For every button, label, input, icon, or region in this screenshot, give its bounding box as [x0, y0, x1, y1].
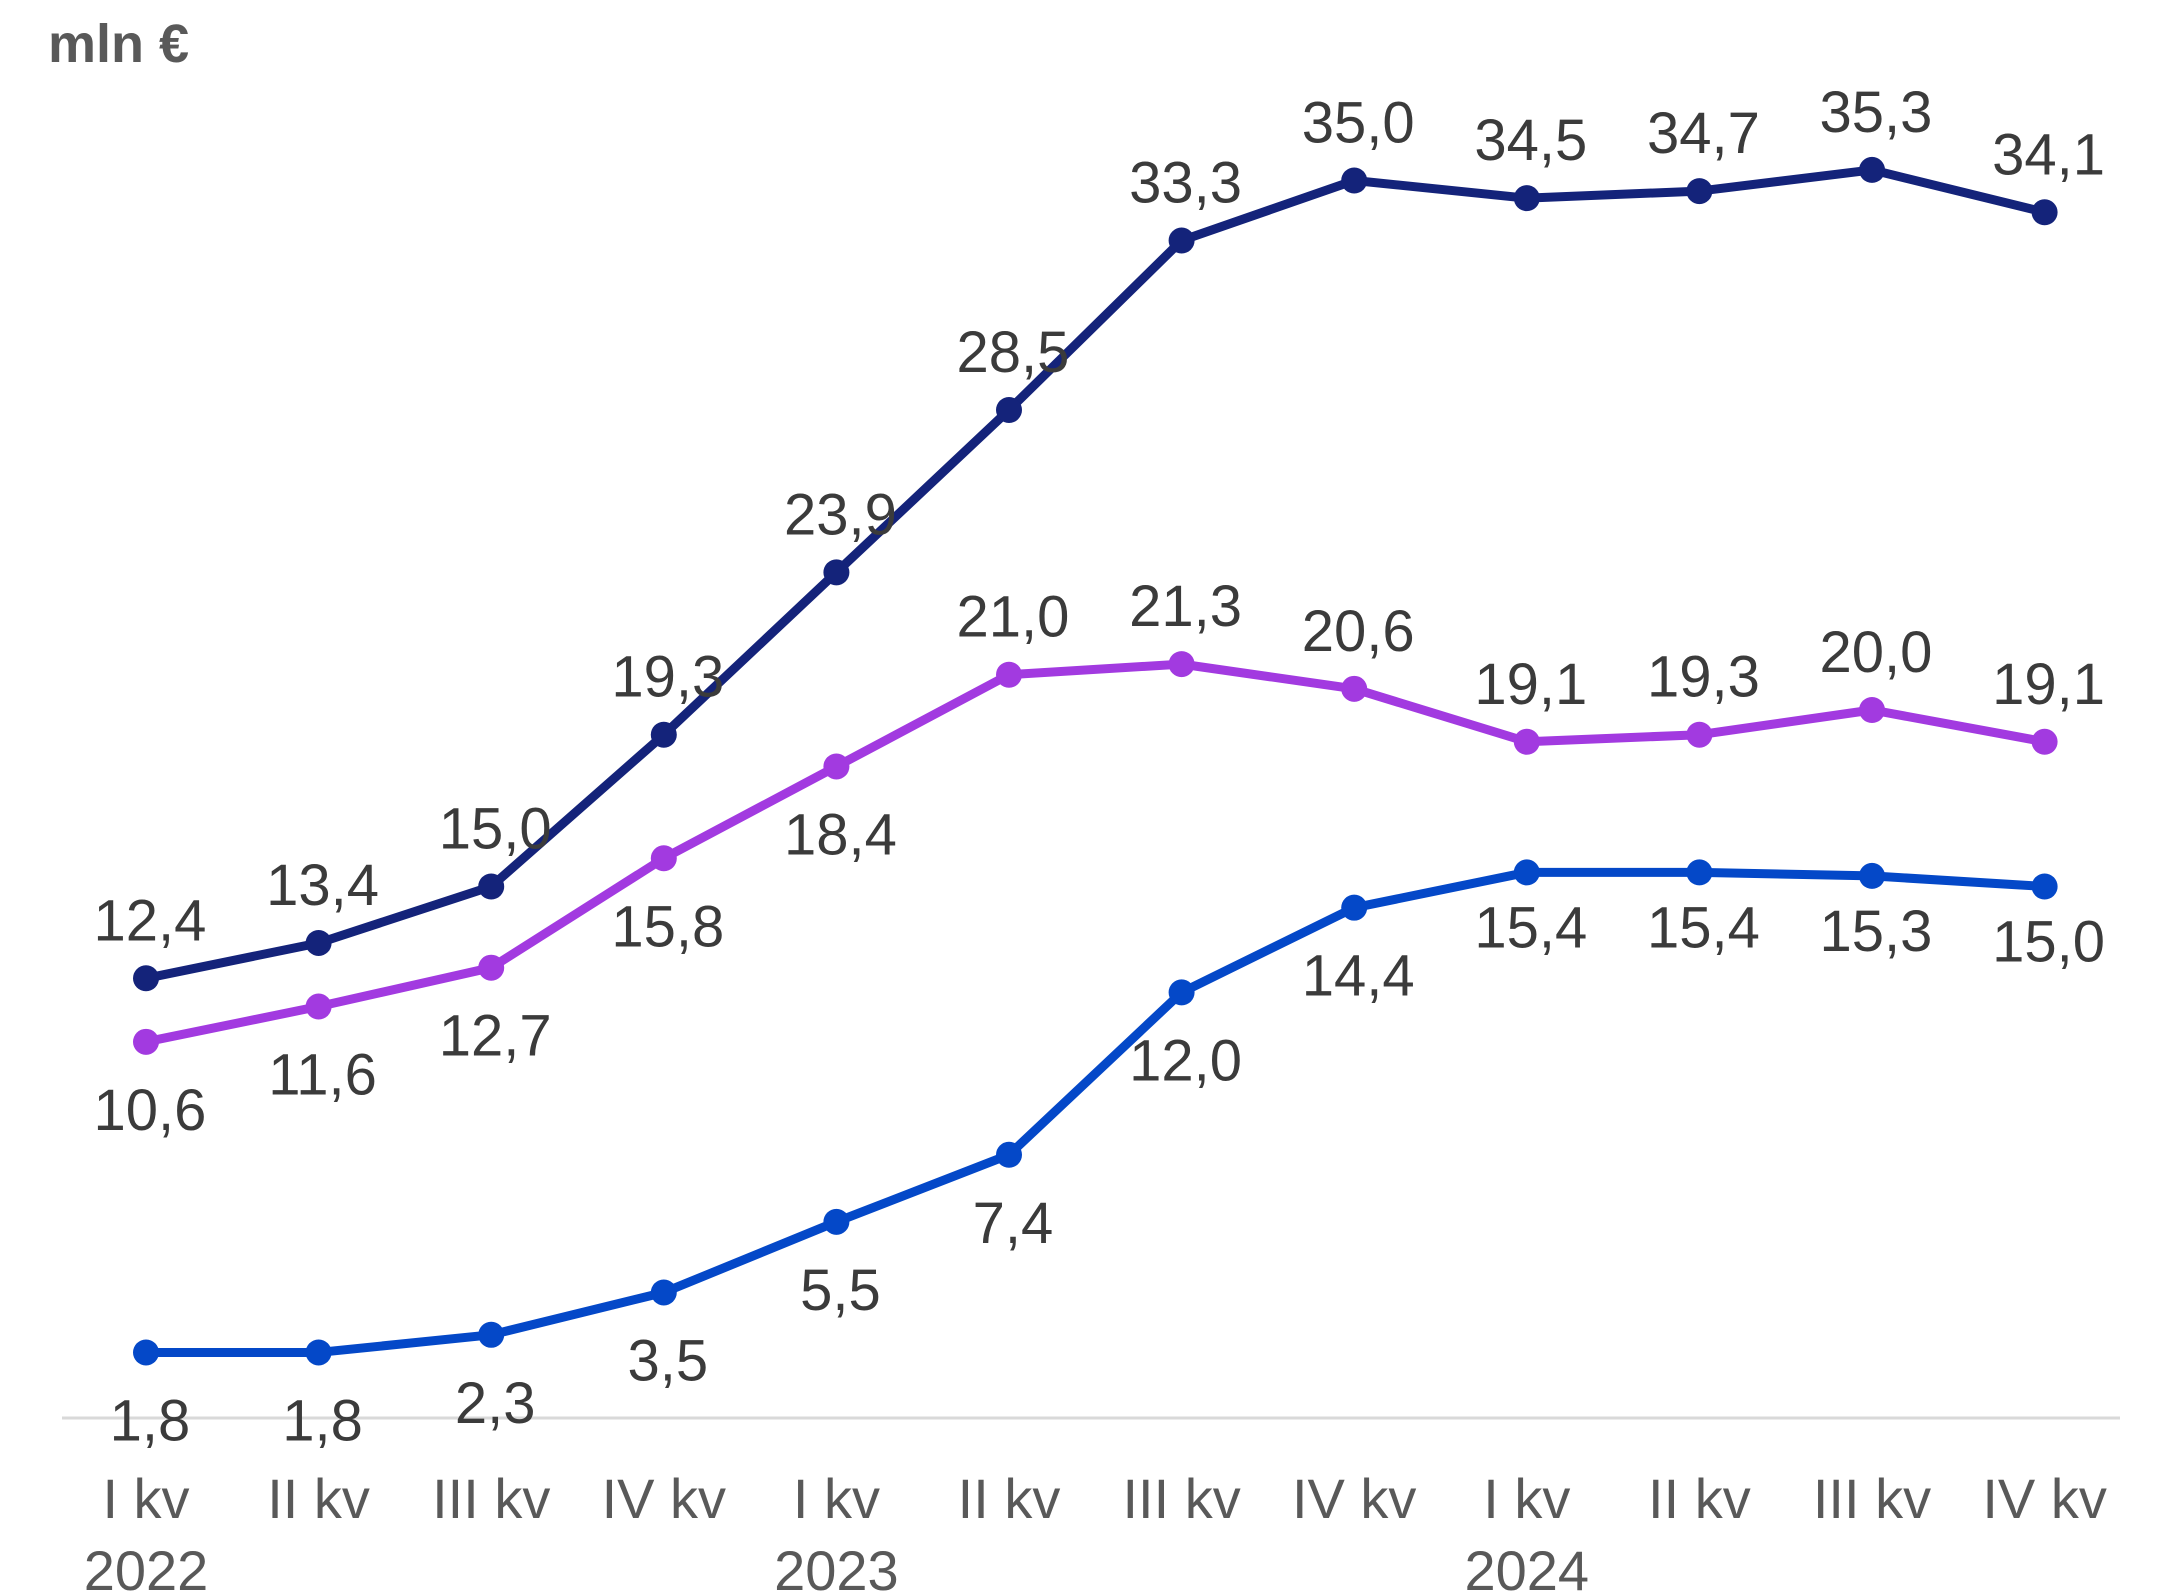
series-1-point	[996, 396, 1022, 423]
series-2-data-label: 15,8	[611, 894, 724, 959]
series-2-data-label: 19,1	[1992, 652, 2105, 717]
x-tick-label: II kv	[1648, 1467, 1751, 1530]
series-1-data-label: 19,3	[611, 645, 724, 710]
series-2-data-label: 19,3	[1647, 645, 1760, 710]
series-3-point	[996, 1141, 1022, 1168]
series-3-data-label: 1,8	[110, 1388, 191, 1453]
series-1-data-label: 15,0	[439, 797, 552, 862]
x-tick-label: I kv	[793, 1467, 880, 1530]
x-tick-label: II kv	[267, 1467, 370, 1530]
series-3-point	[478, 1321, 505, 1348]
series-3-data-label: 1,8	[282, 1388, 363, 1453]
series-1-point	[1686, 178, 1713, 205]
series-line-1	[145, 165, 2046, 983]
x-tick-label: I kv	[102, 1467, 189, 1530]
x-tick-label: IV kv	[1292, 1467, 1416, 1530]
series-1-point	[1341, 167, 1368, 194]
x-tick-year-label: 2024	[1465, 1539, 1590, 1595]
series-2-data-label: 11,6	[268, 1043, 377, 1108]
series-1-data-label: 34,5	[1474, 108, 1587, 173]
series-3-point	[305, 1339, 332, 1366]
series-2-data-label: 21,0	[957, 585, 1070, 650]
series-2-data-label: 21,3	[1129, 574, 1242, 639]
series-2-point	[478, 954, 505, 981]
series-1-data-label: 12,4	[94, 888, 207, 953]
series-1-point	[823, 559, 850, 586]
series-line-3	[146, 867, 2045, 1357]
x-tick-year-label: 2022	[84, 1539, 209, 1595]
series-2-point	[823, 753, 850, 780]
series-3-point	[1859, 862, 1885, 889]
series-1-point	[133, 965, 159, 992]
x-tick-label: I kv	[1483, 1467, 1570, 1530]
series-3-data-label: 7,4	[973, 1191, 1054, 1256]
series-2-point	[1341, 675, 1368, 702]
series-3-data-label: 15,4	[1474, 895, 1587, 960]
x-tick-year-label: 2023	[774, 1539, 899, 1595]
series-2-data-label: 20,0	[1820, 620, 1933, 685]
series-3-data-label: 12,0	[1129, 1028, 1242, 1093]
unit-label: mln €	[48, 14, 189, 74]
series-2-data-label: 19,1	[1474, 652, 1587, 717]
x-tick-label: IV kv	[1982, 1467, 2106, 1530]
series-2-point	[133, 1028, 159, 1055]
series-3-data-label: 3,5	[627, 1328, 708, 1393]
series-2-point	[1168, 651, 1195, 678]
series-1-point	[1513, 185, 1540, 212]
series-1-data-label: 33,3	[1129, 151, 1242, 216]
series-3-point	[2031, 873, 2058, 900]
series-1-data-label: 28,5	[957, 320, 1070, 385]
series-line-2	[145, 659, 2046, 1047]
x-tick-label: II kv	[958, 1467, 1061, 1530]
series-2-point	[996, 661, 1022, 688]
series-1-point	[305, 929, 332, 956]
series-3-point	[1513, 859, 1540, 886]
series-layer	[133, 156, 2058, 1366]
series-3-point	[1168, 979, 1195, 1006]
series-1-point	[1168, 227, 1195, 254]
series-2-point	[1686, 721, 1713, 748]
series-1-point	[1859, 156, 1885, 183]
series-2-data-label: 10,6	[94, 1078, 207, 1143]
x-tick-label: III kv	[1122, 1467, 1240, 1530]
series-2-data-label: 12,7	[439, 1004, 552, 1069]
series-2-point	[1859, 697, 1885, 723]
x-tick-label: III kv	[1813, 1467, 1931, 1530]
series-3-point	[1686, 859, 1713, 886]
series-3-data-label: 5,5	[800, 1258, 881, 1323]
series-3-point	[1341, 894, 1368, 921]
series-1-data-label: 34,7	[1647, 101, 1760, 166]
series-3-data-label: 2,3	[455, 1371, 536, 1436]
series-3-point	[133, 1339, 159, 1366]
x-tick-label: IV kv	[602, 1467, 726, 1530]
series-3-data-label: 14,4	[1302, 944, 1415, 1009]
series-1-data-label: 23,9	[784, 482, 897, 547]
series-1-point	[650, 721, 677, 748]
series-3-data-label: 15,4	[1647, 895, 1760, 960]
series-1-data-label: 13,4	[266, 853, 379, 918]
series-3-point	[650, 1279, 677, 1306]
series-2-point	[2031, 728, 2058, 755]
series-1-point	[2031, 199, 2058, 226]
series-1-point	[478, 873, 505, 900]
series-3-point	[823, 1208, 850, 1235]
series-1-data-label: 35,3	[1820, 80, 1933, 145]
series-3-data-label: 15,3	[1820, 899, 1933, 964]
series-2-data-label: 18,4	[784, 802, 897, 867]
series-2-point	[650, 845, 677, 872]
x-tick-label: III kv	[432, 1467, 550, 1530]
series-3-data-label: 15,0	[1992, 910, 2105, 975]
series-2-data-label: 20,6	[1302, 599, 1415, 664]
data-label-layer: 12,4 13,4 15,0 19,3 23,9 28,5 33,3 35,0 34,5 34,7…	[94, 80, 2105, 1454]
series-2-point	[305, 993, 332, 1020]
series-2-point	[1513, 728, 1540, 755]
x-axis-ticks: I kv 2022 II kv III kv IV kv I kv 2023 II kv III…	[84, 1467, 2107, 1595]
series-1-data-label: 34,1	[1992, 122, 2105, 187]
series-1-data-label: 35,0	[1302, 91, 1415, 156]
